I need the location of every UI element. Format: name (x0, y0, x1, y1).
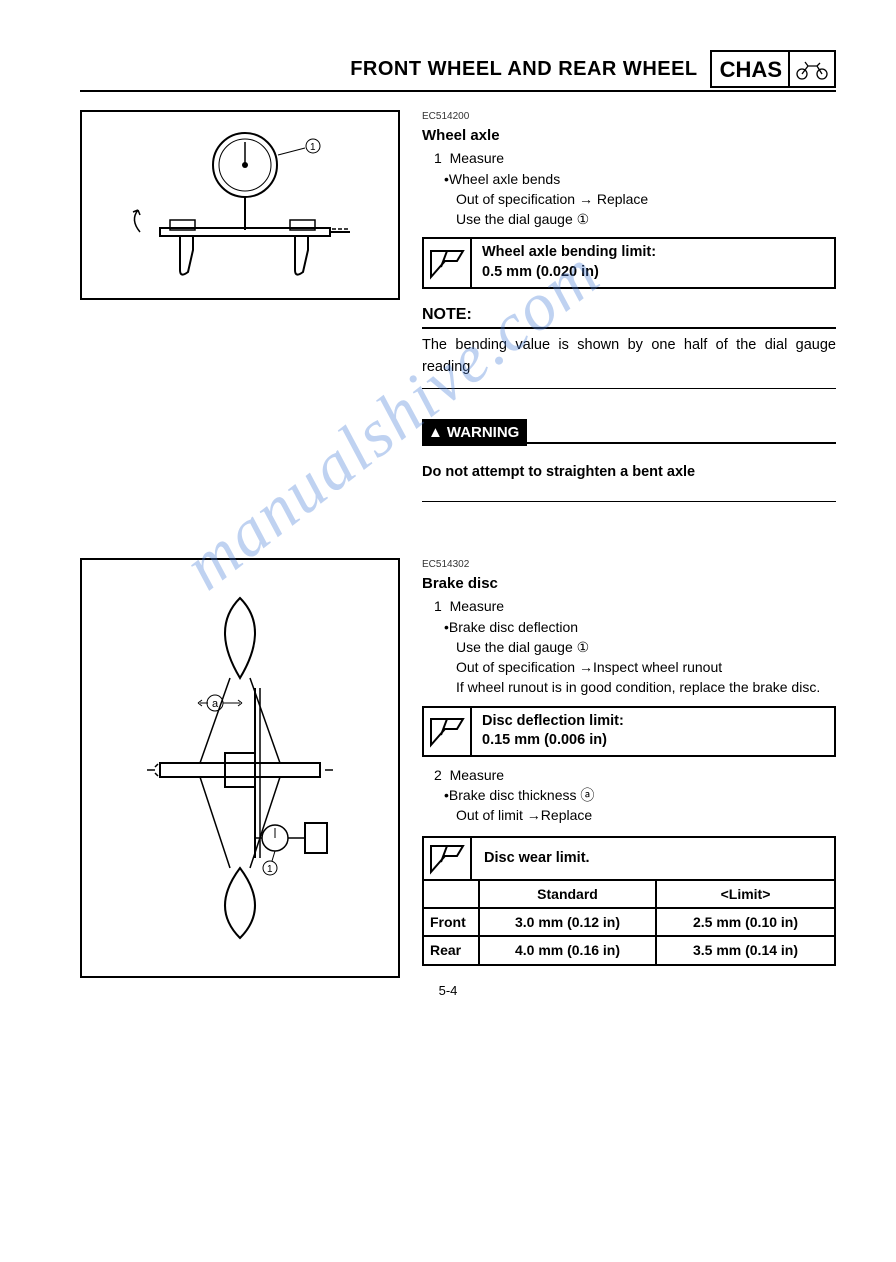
warning-badge: ▲WARNING (422, 419, 527, 446)
page-header: FRONT WHEEL AND REAR WHEEL CHAS (80, 50, 836, 92)
step-2: 2 Measure (434, 765, 836, 785)
warning-rule (527, 442, 836, 444)
step-label: Measure (450, 598, 504, 614)
svg-text:1: 1 (267, 864, 273, 875)
line-out-of-limit: Out of limit →Replace (456, 805, 836, 825)
section-wheel-axle: 1 EC514200 Wheel axle 1 Measure •Wheel a… (80, 110, 836, 502)
wear-table: Standard <Limit> Front 3.0 mm (0.12 in) … (424, 881, 834, 964)
caliper-icon (424, 838, 472, 881)
warning-label: WARNING (447, 422, 520, 444)
row-front-limit: 2.5 mm (0.10 in) (657, 909, 834, 937)
warning-row: ▲WARNING (422, 419, 836, 446)
step-label: Measure (450, 767, 504, 783)
svg-text:1: 1 (310, 142, 316, 153)
spec-title: Disc deflection limit: (482, 712, 624, 732)
table-header-limit: <Limit> (657, 881, 834, 909)
row-rear-standard: 4.0 mm (0.16 in) (480, 937, 657, 963)
note-body: The bending value is shown by one half o… (422, 335, 836, 390)
wear-limit-box: Disc wear limit. Standard <Limit> Front … (422, 836, 836, 966)
note-heading: NOTE: (422, 303, 836, 329)
step-1b: 1 Measure (434, 596, 836, 616)
caliper-icon (424, 708, 472, 755)
table-header-blank (424, 881, 480, 909)
step-1: 1 Measure (434, 148, 836, 168)
warning-text: Do not attempt to straighten a bent axle (422, 462, 836, 502)
spec-text: Wheel axle bending limit: 0.5 mm (0.020 … (472, 239, 666, 286)
step-number: 1 (434, 150, 442, 166)
brake-disc-text: EC514302 Brake disc 1 Measure •Brake dis… (422, 558, 836, 978)
line-replace-disc: If wheel runout is in good condition, re… (456, 677, 836, 697)
step-number: 1 (434, 598, 442, 614)
row-front-label: Front (424, 909, 480, 937)
page-container: manualshive.com FRONT WHEEL AND REAR WHE… (0, 0, 896, 1038)
step-label: Measure (450, 150, 504, 166)
wheel-axle-text: EC514200 Wheel axle 1 Measure •Wheel axl… (422, 110, 836, 502)
row-front-standard: 3.0 mm (0.12 in) (480, 909, 657, 937)
warning-triangle-icon: ▲ (428, 422, 443, 444)
step-number: 2 (434, 767, 442, 783)
chapter-badge: CHAS (710, 50, 836, 88)
table-header-standard: Standard (480, 881, 657, 909)
figure-dial-gauge-axle: 1 (80, 110, 400, 300)
section-brake-disc: a 1 EC514302 Brake (80, 558, 836, 978)
motorcycle-icon (790, 52, 834, 86)
wear-header-row: Disc wear limit. (424, 838, 834, 881)
spec-value: 0.5 mm (0.020 in) (482, 263, 656, 283)
line-use-gauge: Use the dial gauge ① (456, 209, 836, 229)
wheel-axle-heading: Wheel axle (422, 125, 836, 147)
page-title: FRONT WHEEL AND REAR WHEEL (350, 58, 697, 81)
svg-text:a: a (212, 698, 219, 710)
wear-title: Disc wear limit. (472, 838, 834, 881)
spec-axle-bending: Wheel axle bending limit: 0.5 mm (0.020 … (422, 237, 836, 288)
spec-text: Disc deflection limit: 0.15 mm (0.006 in… (472, 708, 634, 755)
figure-brake-disc: a 1 (80, 558, 400, 978)
bullet-axle-bends: •Wheel axle bends (456, 169, 836, 189)
spec-value: 0.15 mm (0.006 in) (482, 731, 624, 751)
line-out-of-spec: Out of specification → Replace (456, 189, 836, 209)
caliper-icon (424, 239, 472, 286)
section-code-2: EC514302 (422, 558, 836, 573)
chapter-badge-text: CHAS (712, 52, 790, 86)
spec-title: Wheel axle bending limit: (482, 243, 656, 263)
bullet-deflection: •Brake disc deflection (456, 617, 836, 637)
section-code: EC514200 (422, 110, 836, 125)
brake-disc-heading: Brake disc (422, 573, 836, 595)
line-inspect-runout: Out of specification →Inspect wheel runo… (456, 657, 836, 677)
page-number: 5-4 (0, 983, 896, 998)
row-rear-limit: 3.5 mm (0.14 in) (657, 937, 834, 963)
row-rear-label: Rear (424, 937, 480, 963)
bullet-thickness: •Brake disc thickness ⓐ (456, 785, 836, 805)
spec-deflection: Disc deflection limit: 0.15 mm (0.006 in… (422, 706, 836, 757)
line-use-gauge-2: Use the dial gauge ① (456, 637, 836, 657)
